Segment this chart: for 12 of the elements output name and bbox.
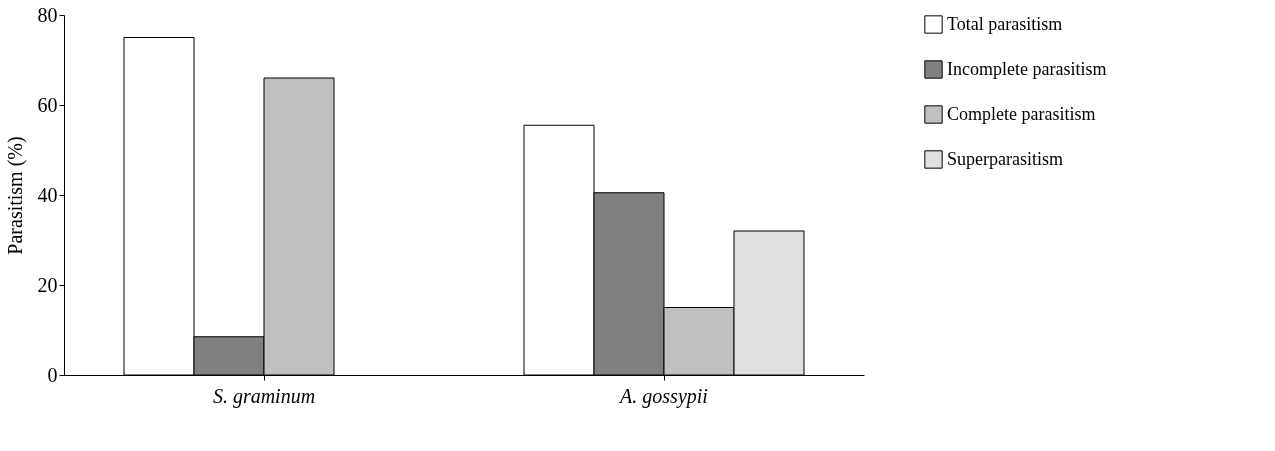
x-tick-label: S. graminum	[212, 384, 316, 408]
legend-label: Complete parasitism	[947, 103, 1096, 124]
y-tick-label: 80	[37, 3, 58, 26]
legend-label: Superparasitism	[947, 148, 1063, 169]
y-tick-label: 60	[37, 93, 58, 116]
legend-label: Total parasitism	[947, 13, 1063, 34]
y-axis-title: Parasitism (%)	[3, 136, 27, 255]
legend-label: Incomplete parasitism	[947, 58, 1107, 79]
y-tick-label: 40	[37, 183, 58, 206]
y-tick-label: 0	[47, 363, 58, 386]
y-tick-label: 20	[37, 273, 58, 296]
x-tick-label: A. gossypii	[618, 384, 708, 408]
